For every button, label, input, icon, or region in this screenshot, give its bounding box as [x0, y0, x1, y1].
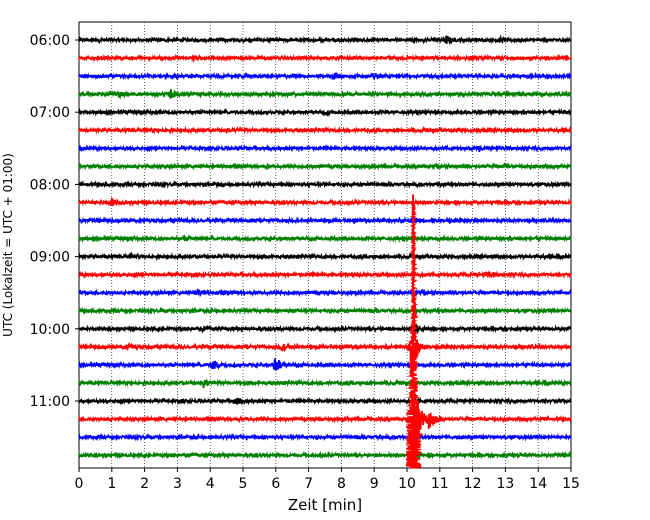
trace-layer [78, 34, 572, 461]
x-tick-label: 4 [206, 476, 215, 492]
trace-07:30 [78, 143, 572, 153]
trace-09:45 [78, 306, 572, 316]
x-tick-label: 15 [562, 476, 580, 492]
trace-07:00 [78, 107, 572, 118]
x-tick-label: 12 [464, 476, 482, 492]
y-tick-label: 07:00 [30, 105, 70, 121]
trace-06:15 [78, 53, 572, 64]
grid-layer [111, 22, 539, 468]
x-tick-label: 7 [304, 476, 313, 492]
y-tick-label: 11:00 [30, 394, 70, 410]
trace-07:45 [78, 162, 572, 171]
x-tick-label: 1 [107, 476, 116, 492]
trace-06:30 [78, 71, 572, 81]
x-tick-label: 8 [337, 476, 346, 492]
trace-11:15 [78, 401, 572, 444]
x-tick-label: 14 [529, 476, 547, 492]
x-tick-label: 3 [173, 476, 182, 492]
trace-11:00 [78, 396, 572, 406]
trace-08:30 [78, 214, 572, 226]
event-layer [405, 194, 424, 469]
x-tick-label: 11 [431, 476, 449, 492]
y-tick-label: 10:00 [30, 322, 70, 338]
trace-07:15 [78, 125, 572, 135]
x-tick-label: 6 [271, 476, 280, 492]
y-axis: 06:00 07:00 08:00 09:00 10:00 11:00 [30, 33, 79, 410]
trace-10:00 [78, 322, 572, 337]
plot-frame [78, 21, 572, 469]
y-tick-label: 06:00 [30, 33, 70, 49]
trace-08:45 [78, 234, 572, 244]
x-tick-label: 9 [370, 476, 379, 492]
trace-08:00 [78, 179, 572, 189]
y-tick-label: 08:00 [30, 177, 70, 193]
trace-06:45 [78, 88, 572, 100]
x-tick-label: 5 [239, 476, 248, 492]
trace-09:00 [78, 251, 572, 261]
x-tick-label: 0 [75, 476, 84, 492]
trace-11:45 [78, 449, 572, 461]
trace-06:00 [78, 34, 572, 46]
y-tick-label: 09:00 [30, 250, 70, 266]
trace-10:15 [78, 333, 572, 368]
x-axis: 0 1 2 3 4 5 6 7 8 9 10 11 12 13 14 15 [75, 468, 580, 492]
trace-11:30 [78, 432, 572, 443]
trace-09:30 [78, 288, 572, 298]
trace-08:15 [78, 197, 572, 207]
trace-10:30 [78, 358, 572, 371]
trace-09:15 [78, 270, 572, 280]
event-trace [405, 202, 424, 469]
x-tick-label: 2 [140, 476, 149, 492]
x-tick-label: 13 [496, 476, 514, 492]
trace-10:45 [78, 378, 572, 389]
y-axis-title: UTC (Lokalzeit = UTC + 01:00) [1, 153, 15, 337]
x-axis-title: Zeit [min] [288, 496, 362, 514]
x-tick-label: 10 [398, 476, 416, 492]
